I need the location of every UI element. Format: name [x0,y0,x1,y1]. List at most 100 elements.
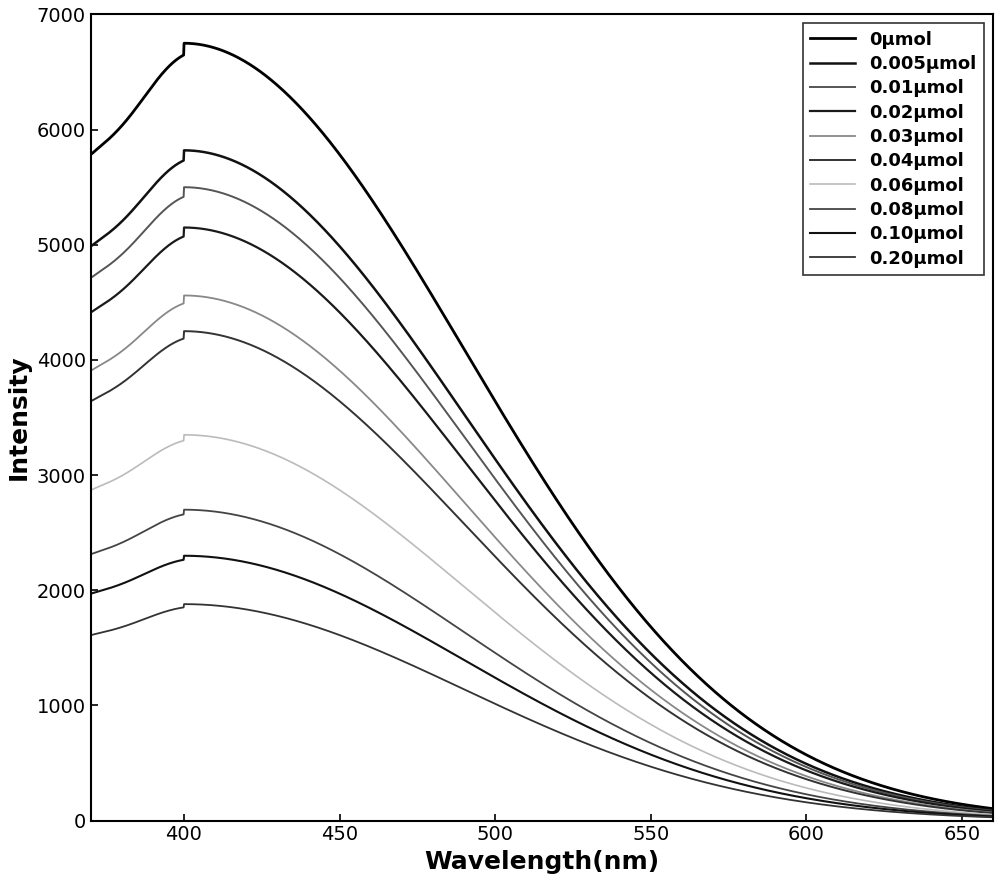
0.005μmol [500,470,512,480]
0.005μmol [796,757,808,767]
0.03μmol [796,769,808,780]
0.08μmol [178,505,190,515]
0.02μmol [796,763,808,774]
0.01μmol [500,488,512,499]
0.04μmol [178,326,190,337]
0.01μmol [524,520,536,530]
0.005μmol [987,805,999,816]
0.06μmol [85,485,97,495]
0.08μmol [796,788,808,798]
0.005μmol [961,802,973,812]
0.03μmol [987,807,999,818]
0.01μmol [796,759,808,770]
0.04μmol [85,396,97,407]
Line: 0.03μmol: 0.03μmol [91,295,993,812]
0μmol [500,414,512,425]
0.08μmol [524,670,536,681]
Line: 0.01μmol: 0.01μmol [91,187,993,811]
0.01μmol [987,805,999,816]
0.06μmol [961,808,973,818]
Y-axis label: Intensity: Intensity [7,355,31,480]
0.03μmol [961,805,973,816]
0.10μmol [524,692,536,702]
0.02μmol [178,222,190,233]
0.005μmol [178,145,190,156]
0.20μmol [987,812,999,823]
0.20μmol [500,704,512,714]
0.10μmol [178,551,190,561]
0.06μmol [524,635,536,646]
X-axis label: Wavelength(nm): Wavelength(nm) [424,850,659,874]
0.10μmol [500,678,512,689]
0.06μmol [987,810,999,820]
0.005μmol [85,241,97,252]
0.10μmol [131,573,143,583]
0.005μmol [961,802,973,812]
0.06μmol [500,616,512,626]
0μmol [987,803,999,814]
0.04μmol [524,587,536,597]
0.10μmol [961,810,973,820]
Line: 0.02μmol: 0.02μmol [91,227,993,811]
0.04μmol [500,563,512,574]
0.02μmol [500,509,512,520]
0.04μmol [961,805,973,816]
0.01μmol [961,803,973,813]
0.02μmol [961,803,973,814]
0.04μmol [796,773,808,783]
0.08μmol [500,655,512,665]
Line: 0.20μmol: 0.20μmol [91,604,993,818]
0.06μmol [796,781,808,792]
0μmol [961,800,973,811]
0.06μmol [178,430,190,440]
0.10μmol [961,810,973,820]
0.01μmol [961,803,973,813]
0μmol [961,800,973,811]
0μmol [796,747,808,758]
0.08μmol [131,530,143,541]
0μmol [85,150,97,160]
0.04μmol [131,366,143,377]
Line: 0.06μmol: 0.06μmol [91,435,993,815]
0.04μmol [961,805,973,816]
0.06μmol [131,462,143,472]
0.03μmol [85,366,97,376]
0μmol [524,453,536,463]
0.20μmol [961,811,973,822]
0.03μmol [524,570,536,581]
Line: 0.08μmol: 0.08μmol [91,510,993,816]
Line: 0μmol: 0μmol [91,43,993,809]
Line: 0.10μmol: 0.10μmol [91,556,993,817]
0.08μmol [961,809,973,819]
0.01μmol [178,181,190,192]
0.005μmol [131,200,143,211]
0.04μmol [987,808,999,818]
0.20μmol [961,811,973,822]
Line: 0.005μmol: 0.005μmol [91,151,993,811]
0.10μmol [796,792,808,803]
0.02μmol [524,538,536,549]
0μmol [178,38,190,48]
0.03μmol [500,544,512,555]
0.02μmol [987,806,999,817]
0μmol [131,102,143,113]
0.08μmol [961,809,973,819]
0.01μmol [131,234,143,245]
0.08μmol [85,549,97,559]
0.01μmol [85,273,97,284]
0.005μmol [524,503,536,514]
0.03μmol [131,333,143,344]
0.03μmol [178,290,190,300]
0.06μmol [961,808,973,818]
Legend: 0μmol, 0.005μmol, 0.01μmol, 0.02μmol, 0.03μmol, 0.04μmol, 0.06μmol, 0.08μmol, 0.: 0μmol, 0.005μmol, 0.01μmol, 0.02μmol, 0.… [803,24,984,275]
0.20μmol [85,630,97,640]
0.08μmol [987,811,999,821]
0.20μmol [131,617,143,627]
0.10μmol [987,811,999,822]
0.03μmol [961,805,973,816]
0.10μmol [85,589,97,599]
0.02μmol [131,271,143,282]
0.20μmol [796,796,808,807]
0.02μmol [85,307,97,318]
0.20μmol [524,714,536,725]
